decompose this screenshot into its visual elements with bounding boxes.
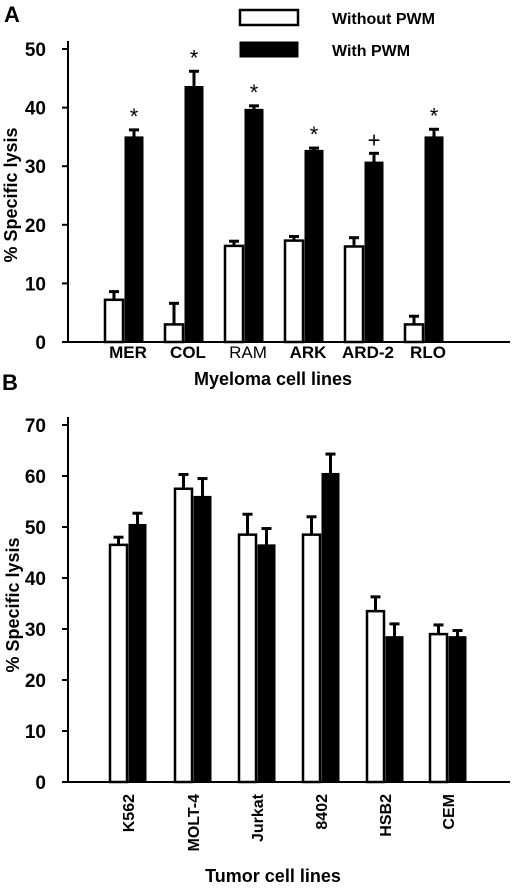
x-tick-label: CEM — [441, 794, 458, 830]
significance-marker: * — [130, 104, 139, 129]
y-tick-label: 0 — [35, 773, 46, 794]
significance-marker: * — [310, 122, 319, 147]
y-axis-label: % Specific lysis — [3, 537, 23, 672]
bar-without-pwm-rlo — [403, 323, 425, 344]
legend-label: With PWM — [332, 43, 410, 60]
bar-with-pwm-molt-4 — [193, 495, 212, 783]
bar-without-pwm-hsb2 — [365, 609, 386, 784]
x-tick-label: ARD-2 — [342, 343, 394, 362]
bar-without-pwm-ark — [283, 239, 305, 344]
x-tick-label: Jurkat — [250, 793, 267, 842]
bar-without-pwm-col — [163, 323, 185, 344]
bar-with-pwm-ard-2 — [364, 161, 384, 343]
y-tick-label: 60 — [25, 467, 46, 488]
bar-without-pwm-cem — [428, 632, 449, 784]
y-tick-label: 70 — [25, 416, 46, 437]
x-axis-label: Tumor cell lines — [205, 866, 341, 886]
y-tick-label: 10 — [25, 274, 46, 295]
x-axis-label: Myeloma cell lines — [194, 369, 352, 389]
y-axis-label: % Specific lysis — [1, 127, 21, 262]
y-tick-label: 20 — [25, 671, 46, 692]
bar-with-pwm-ram — [244, 108, 264, 343]
y-tick-label: 50 — [25, 40, 46, 61]
x-tick-label: MOLT-4 — [186, 794, 203, 852]
bar-with-pwm-rlo — [424, 136, 444, 343]
bar-with-pwm-cem — [448, 636, 467, 783]
y-tick-label: 20 — [25, 216, 46, 237]
legend-label: Without PWM — [332, 11, 435, 28]
y-tick-label: 30 — [25, 157, 46, 178]
significance-marker: * — [190, 45, 199, 70]
x-tick-label: RAM — [229, 343, 267, 362]
panel-a: A 0 10 20 30 40 50 % Specific lysis * MER * COL * RA… — [1, 2, 510, 389]
panel-a-label: A — [4, 2, 20, 27]
bar-without-pwm-molt-4 — [173, 487, 194, 784]
y-tick-label: 30 — [25, 620, 46, 641]
legend-swatch — [239, 41, 299, 58]
x-tick-label: RLO — [410, 343, 446, 362]
legend-swatch — [238, 8, 300, 27]
bar-with-pwm-mer — [124, 136, 144, 343]
bar-without-pwm-8402 — [301, 533, 322, 784]
bar-with-pwm-col — [184, 86, 204, 343]
bar-with-pwm-jurkat — [257, 544, 276, 783]
significance-marker: + — [368, 127, 381, 152]
bar-with-pwm-ark — [304, 149, 324, 343]
bar-without-pwm-ram — [223, 244, 245, 344]
y-tick-label: 40 — [25, 569, 46, 590]
bar-without-pwm-ard-2 — [343, 245, 365, 344]
bar-without-pwm-jurkat — [237, 533, 258, 784]
x-tick-label: COL — [170, 343, 206, 362]
bar-with-pwm-8402 — [321, 472, 340, 783]
bar-with-pwm-hsb2 — [385, 636, 404, 783]
y-tick-label: 50 — [25, 518, 46, 539]
bar-without-pwm-mer — [103, 298, 125, 344]
significance-marker: * — [250, 80, 259, 105]
panel-b-label: B — [2, 370, 18, 395]
panel-b: B 0 10 20 30 40 50 60 70 % Specific lysis K562 MOL… — [2, 370, 510, 886]
x-tick-label: ARK — [290, 343, 328, 362]
bar-without-pwm-k562 — [108, 543, 129, 784]
bar-with-pwm-k562 — [128, 523, 147, 783]
x-tick-label: MER — [109, 343, 147, 362]
x-tick-label: HSB2 — [378, 794, 395, 837]
y-tick-label: 0 — [35, 333, 46, 354]
y-tick-label: 10 — [25, 722, 46, 743]
x-tick-label: 8402 — [314, 794, 331, 830]
significance-marker: * — [430, 103, 439, 128]
y-tick-label: 40 — [25, 99, 46, 120]
x-tick-label: K562 — [121, 794, 138, 832]
